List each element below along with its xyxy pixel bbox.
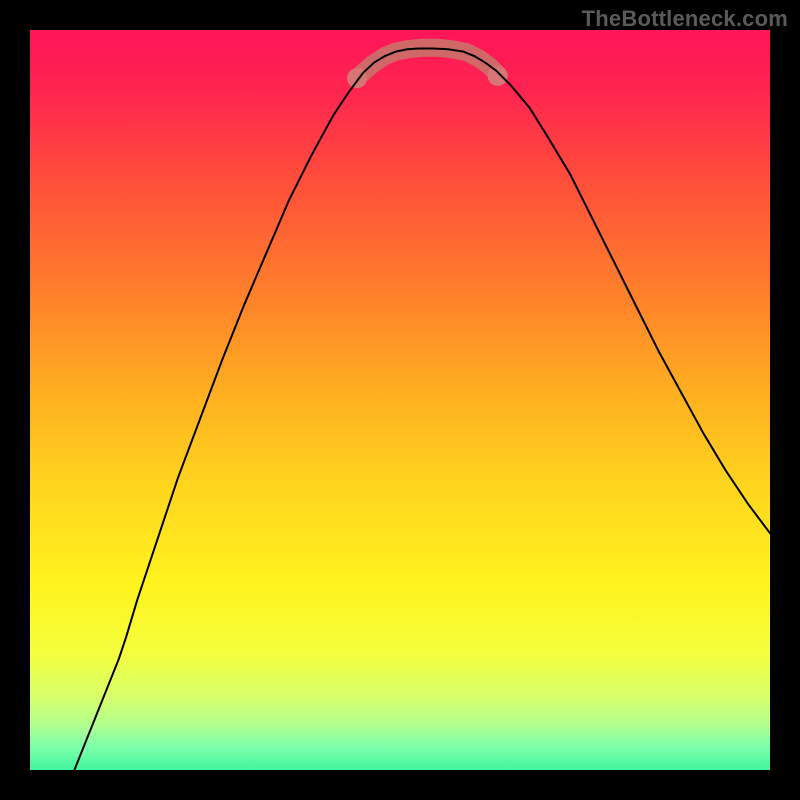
attribution-label: TheBottleneck.com: [582, 6, 788, 32]
chart-svg: [30, 30, 770, 770]
gradient-background: [30, 30, 770, 770]
plot-area: [30, 30, 770, 770]
chart-frame: TheBottleneck.com: [0, 0, 800, 800]
